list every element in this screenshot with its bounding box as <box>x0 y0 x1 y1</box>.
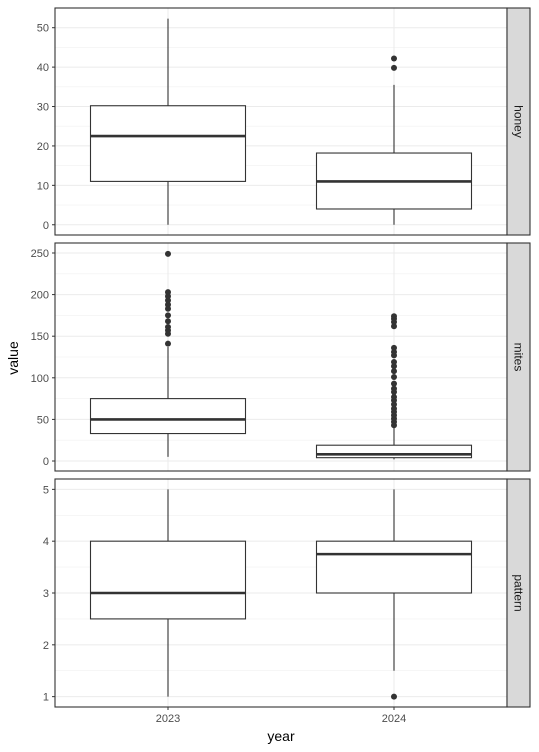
box-mites-2023 <box>89 250 247 457</box>
y-axis-title: value <box>5 341 21 375</box>
panel-mites: 0 50 100 150 200 250 mites <box>31 242 531 472</box>
outlier-point <box>391 344 397 351</box>
y-tick-label: 10 <box>37 180 49 192</box>
box-body <box>315 540 473 594</box>
outlier-point <box>391 693 397 700</box>
y-tick-label: 20 <box>37 141 49 153</box>
y-tick-label: 40 <box>37 62 49 74</box>
box-body <box>89 398 247 435</box>
y-tick-label: 4 <box>43 536 49 548</box>
box-body <box>315 444 473 459</box>
outlier-point <box>391 401 397 408</box>
outlier-point <box>165 297 171 304</box>
strip-label: honey <box>512 105 526 138</box>
x-tick-label: 2024 <box>382 713 406 725</box>
y-tick-label: 0 <box>43 220 49 232</box>
outlier-point <box>165 305 171 312</box>
box-honey-2023 <box>89 18 247 225</box>
outlier-point <box>391 64 397 71</box>
outlier-point <box>165 301 171 308</box>
panels-group: 0 10 20 30 40 50 honey 0 50 100 150 200 250 mites 1 2 3 4… <box>31 7 531 708</box>
y-tick-label: 2 <box>43 640 49 652</box>
x-tick-label: 2023 <box>156 713 180 725</box>
outlier-point <box>165 340 171 347</box>
strip-label: pattern <box>512 574 526 611</box>
outlier-point <box>165 293 171 300</box>
y-tick-label: 50 <box>37 23 49 35</box>
box-honey-2024 <box>315 55 473 225</box>
outlier-point <box>391 363 397 370</box>
box-pattern-2023 <box>89 489 247 697</box>
strip-background <box>506 242 531 472</box>
outlier-point <box>391 55 397 62</box>
strip-background <box>506 478 531 708</box>
outlier-point <box>165 318 171 325</box>
y-tick-label: 250 <box>31 248 49 260</box>
x-axis: 2023 2024 <box>156 707 406 725</box>
x-axis-title: year <box>267 728 295 744</box>
panel-honey: 0 10 20 30 40 50 honey <box>37 7 531 236</box>
outlier-point <box>391 393 397 400</box>
outlier-point <box>391 380 397 387</box>
outlier-point <box>391 385 397 392</box>
y-tick-label: 200 <box>31 290 49 302</box>
strip-background <box>506 7 531 236</box>
y-tick-label: 3 <box>43 588 49 600</box>
outlier-point <box>391 358 397 365</box>
outlier-point <box>165 312 171 319</box>
outlier-point <box>391 313 397 320</box>
y-tick-label: 5 <box>43 484 49 496</box>
panel-pattern: 1 2 3 4 5 pattern <box>43 478 531 708</box>
y-tick-label: 100 <box>31 373 49 385</box>
outlier-point <box>165 289 171 296</box>
y-tick-label: 50 <box>37 414 49 426</box>
y-tick-label: 30 <box>37 102 49 114</box>
y-tick-label: 0 <box>43 456 49 468</box>
box-body <box>89 540 247 620</box>
outlier-point <box>391 373 397 380</box>
box-mites-2024 <box>315 313 473 460</box>
y-tick-label: 1 <box>43 692 49 704</box>
strip-label: mites <box>512 343 526 372</box>
y-tick-label: 150 <box>31 331 49 343</box>
outlier-point <box>391 405 397 412</box>
outlier-point <box>165 324 171 331</box>
outlier-point <box>391 323 397 330</box>
box-pattern-2024 <box>315 489 473 700</box>
box-body <box>89 105 247 182</box>
outlier-point <box>391 349 397 356</box>
outlier-point <box>165 250 171 257</box>
outlier-point <box>391 368 397 375</box>
